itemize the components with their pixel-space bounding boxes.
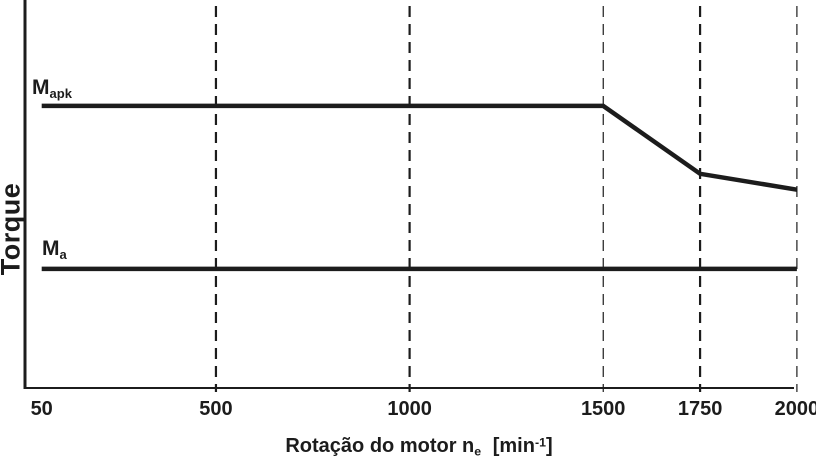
x-axis-label-unit-close: ] — [545, 435, 553, 457]
x-axis-label: Rotação do motor ne [min-1] — [285, 435, 553, 459]
series-line-mapk — [41, 103, 798, 192]
series-label-mapk-base: M — [32, 76, 50, 99]
y-axis-label: Torque — [0, 182, 26, 276]
series-label-mapk-subscript: apk — [49, 85, 72, 101]
x-tick-label-1000: 1000 — [387, 398, 432, 420]
x-axis-label-subscript: e — [474, 444, 482, 459]
x-tick-label-1500: 1500 — [580, 398, 626, 420]
series-label-ma-subscript: a — [59, 246, 67, 262]
series-label-mapk: Mapk — [32, 76, 72, 101]
x-tick-row: 50 500 1000 1500 1750 2000 — [0, 399, 816, 423]
x-tick-label-1750: 1750 — [677, 398, 723, 420]
x-axis-label-exponent: -1 — [534, 435, 546, 450]
series-label-ma: Ma — [42, 237, 67, 262]
x-tick-label-500: 500 — [199, 398, 233, 420]
x-axis-label-text: Rotação do motor n — [285, 435, 475, 457]
x-axis-label-unit-open: [min — [487, 435, 535, 457]
series-label-ma-base: M — [42, 237, 60, 260]
x-tick-label-2000: 2000 — [774, 398, 816, 420]
x-tick-label-50: 50 — [30, 398, 53, 420]
